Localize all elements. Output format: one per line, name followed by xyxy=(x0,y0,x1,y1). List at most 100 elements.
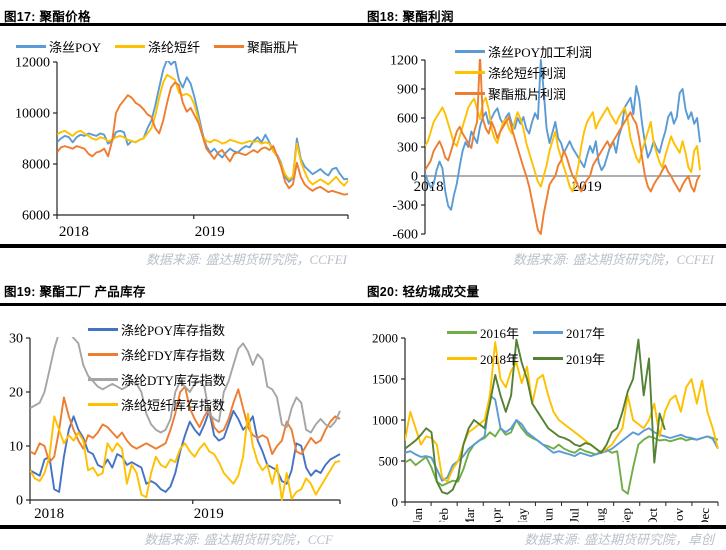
chart-polyester-price: 6000 8000 10000 12000 2018 2019 涤丝POY 涤纶短纤 聚酯瓶片 xyxy=(0,27,363,243)
x-tick-label: 2018 xyxy=(59,224,89,240)
legend-swatch xyxy=(447,356,477,360)
legend-label: 涤纶短纤库存指数 xyxy=(121,398,226,413)
legend-swatch xyxy=(455,92,485,95)
y-tick-label: 500 xyxy=(379,454,399,469)
legend-item: 涤纶短纤库存指数 xyxy=(88,392,226,417)
legend-swatch xyxy=(533,330,563,334)
legend-item: 2018年 xyxy=(447,345,533,371)
figure-panel-20: 图20: 轻纺城成交量 0 500 1000 1500 2000 Jan Feb Mar Apr… xyxy=(363,273,726,550)
figure-panel-19: 图19: 聚酯工厂 产品库存 0 10 20 30 2018 2019 涤纶POY库存指数涤… xyxy=(0,273,363,550)
y-tick-label: 2000 xyxy=(372,331,398,346)
series-line xyxy=(30,337,341,434)
legend-swatch xyxy=(88,378,118,381)
month-label: Jan xyxy=(410,508,425,522)
legend-swatch xyxy=(88,328,118,331)
chart-legend: 2016年 2017年 2018年 2019年 xyxy=(447,319,619,371)
y-tick-label: 1500 xyxy=(372,372,398,387)
figure-panel-18: 图18: 聚酯利润 -600 -300 0 300 600 900 1200 2018 2019… xyxy=(363,0,726,273)
figure-title: 图20: 轻纺城成交量 xyxy=(367,285,480,299)
data-source: 数据来源: 盛达期货研究院，CCFEI xyxy=(145,252,347,267)
y-tick-label: 0 xyxy=(16,494,23,509)
month-label: Nov xyxy=(671,508,686,522)
legend-swatch xyxy=(533,356,563,360)
figure-title: 图18: 聚酯利润 xyxy=(367,10,454,24)
data-source: 数据来源: 盛达期货研究院，CCFEI xyxy=(512,252,714,267)
legend-label: 涤纶FDY库存指数 xyxy=(121,348,226,363)
legend-swatch xyxy=(214,45,245,48)
legend-item: 涤纶DTY库存指数 xyxy=(88,367,226,392)
legend-item: 涤丝POY加工利润 xyxy=(455,41,592,62)
legend-label: 2019年 xyxy=(566,351,606,367)
legend-item: 涤丝POY xyxy=(16,37,101,56)
y-tick-label: 1200 xyxy=(390,54,418,69)
bottom-divider xyxy=(363,244,726,248)
y-tick-label: 0 xyxy=(411,170,418,185)
legend-item: 2019年 xyxy=(533,345,619,371)
x-tick-label: 2019 xyxy=(572,179,602,195)
title-divider xyxy=(0,23,363,26)
figure-title: 图19: 聚酯工厂 产品库存 xyxy=(4,285,146,299)
chart-canvas: -600 -300 0 300 600 900 1200 2018 2019 xyxy=(390,54,701,243)
month-label: Sep xyxy=(619,508,634,522)
series-line xyxy=(425,96,701,193)
chart-canvas: 0 500 1000 1500 2000 Jan Feb Mar Apr May Jun Jul Aug… xyxy=(372,331,719,522)
month-label: Oct xyxy=(645,508,660,522)
legend-item: 聚酯瓶片利润 xyxy=(455,83,592,104)
legend-swatch xyxy=(115,45,146,48)
legend-swatch xyxy=(88,403,118,406)
legend-item: 涤纶短纤 xyxy=(115,37,200,56)
title-divider xyxy=(363,303,726,306)
series-line xyxy=(425,59,701,235)
series-line xyxy=(405,338,666,495)
legend-swatch xyxy=(88,353,118,356)
legend-label: 2018年 xyxy=(480,351,520,367)
data-source: 数据来源: 盛达期货研究院，卓创 xyxy=(524,532,714,547)
y-tick-label: -600 xyxy=(392,228,418,243)
legend-item: 涤纶短纤利润 xyxy=(455,62,592,83)
legend-item: 2016年 xyxy=(447,319,533,345)
x-tick-label: 2019 xyxy=(195,224,225,240)
y-tick-label: 0 xyxy=(392,495,399,510)
series-line xyxy=(57,81,349,196)
legend-label: 2017年 xyxy=(566,325,606,341)
data-source: 数据来源: 盛达期货研究院，CCF xyxy=(144,532,333,547)
legend-label: 涤纶POY库存指数 xyxy=(121,323,226,338)
legend-item: 涤纶FDY库存指数 xyxy=(88,342,226,367)
legend-label: 涤纶短纤 xyxy=(148,40,201,55)
legend-label: 聚酯瓶片利润 xyxy=(488,87,567,102)
legend-item: 2017年 xyxy=(533,319,619,345)
y-tick-label: 1000 xyxy=(372,413,398,428)
chart-canvas: 0 10 20 30 2018 2019 xyxy=(9,332,341,522)
legend-swatch xyxy=(447,330,477,334)
chart-polyester-profit: -600 -300 0 300 600 900 1200 2018 2019 涤丝POY加工利润涤… xyxy=(363,27,726,243)
month-label: Jul xyxy=(567,508,582,522)
x-tick-label: 2018 xyxy=(414,179,444,195)
legend-swatch xyxy=(455,50,485,53)
y-tick-label: 300 xyxy=(397,141,418,156)
month-label: Apr xyxy=(488,507,503,522)
legend-item: 涤纶POY库存指数 xyxy=(88,317,226,342)
legend-item: 聚酯瓶片 xyxy=(214,37,299,56)
chart-legend: 涤丝POY 涤纶短纤 聚酯瓶片 xyxy=(16,37,313,56)
figure-title: 图17: 聚酯价格 xyxy=(4,10,91,24)
y-tick-label: 12000 xyxy=(15,56,50,71)
month-label: Dec xyxy=(697,508,712,522)
y-tick-label: -300 xyxy=(392,199,418,214)
title-divider xyxy=(363,23,726,26)
y-tick-label: 10 xyxy=(9,440,23,455)
month-label: Jun xyxy=(540,508,555,522)
y-tick-label: 10000 xyxy=(15,107,50,122)
month-label: Feb xyxy=(436,508,451,522)
series-line xyxy=(405,419,719,495)
legend-label: 涤纶短纤利润 xyxy=(488,66,567,81)
month-label: Aug xyxy=(593,508,608,522)
chart-legend: 涤丝POY加工利润涤纶短纤利润 聚酯瓶片利润 xyxy=(455,41,592,104)
x-tick-label: 2019 xyxy=(194,506,224,522)
legend-label: 涤丝POY xyxy=(49,40,102,55)
chart-textile-volume: 0 500 1000 1500 2000 Jan Feb Mar Apr May Jun Jul Aug… xyxy=(363,307,726,522)
figure-panel-17: 图17: 聚酯价格 6000 8000 10000 12000 2018 2019 涤丝PO… xyxy=(0,0,363,273)
legend-swatch xyxy=(455,71,485,74)
y-tick-label: 30 xyxy=(9,332,23,347)
bottom-divider xyxy=(363,525,726,529)
